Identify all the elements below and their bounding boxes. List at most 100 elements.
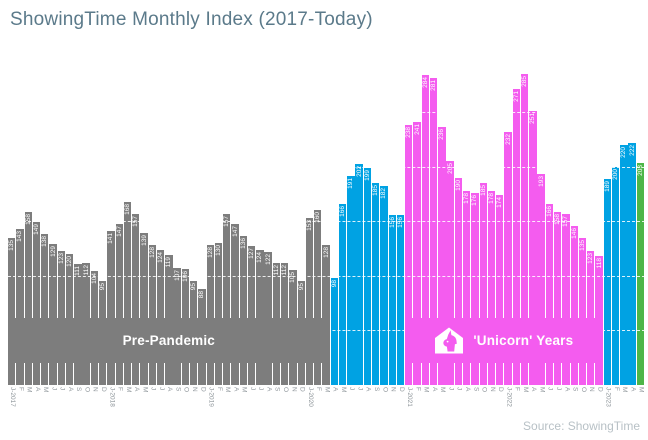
- bar: 241: [413, 122, 421, 385]
- x-axis-label: J: [546, 387, 554, 391]
- bar-value-label: 241: [413, 124, 421, 135]
- bar-value-label: 185: [372, 185, 380, 196]
- x-axis-label: A: [166, 387, 174, 392]
- x-axis-label: M: [25, 387, 33, 393]
- x-axis-label: F: [315, 387, 323, 391]
- bar: 146: [570, 226, 578, 385]
- bar: 128: [206, 245, 214, 385]
- x-axis-label: J-2021: [406, 387, 414, 407]
- bar-value-label: 136: [239, 238, 247, 249]
- bar-value-label: 158: [24, 214, 32, 225]
- bar-value-label: 128: [148, 247, 156, 258]
- bar-value-label: 105: [289, 272, 297, 283]
- x-axis-label: D: [596, 387, 604, 392]
- bar-value-label: 191: [347, 178, 355, 189]
- bar-value-label: 139: [140, 235, 148, 246]
- unicorn-years-label: 'Unicorn' Years: [473, 333, 574, 348]
- x-axis-label: O: [579, 387, 587, 393]
- bar: 251: [529, 111, 537, 385]
- bar: 135: [578, 238, 587, 385]
- bar-value-label: 174: [496, 197, 504, 208]
- bar-value-label: 104: [90, 273, 98, 284]
- x-axis-label: M: [339, 387, 347, 393]
- bar: 124: [156, 250, 165, 385]
- x-axis-label: A: [133, 387, 141, 392]
- x-axis-label: J-2017: [9, 387, 16, 407]
- bar: 158: [24, 212, 32, 385]
- bar-value-label: 190: [454, 180, 462, 191]
- bar-value-label: 127: [248, 248, 256, 259]
- x-axis-label: S: [372, 387, 380, 392]
- bar: 281: [429, 78, 438, 385]
- bar: 136: [239, 236, 248, 385]
- bar: 157: [132, 214, 140, 385]
- x-axis-label: J: [257, 387, 265, 391]
- x-axis-label: J-2023: [604, 387, 612, 407]
- x-axis-label: M: [141, 387, 149, 393]
- bar: 203: [636, 163, 645, 385]
- bar-value-label: 284: [421, 77, 429, 88]
- bar: 124: [256, 250, 264, 385]
- bar-value-label: 111: [74, 266, 82, 276]
- bar: 141: [107, 231, 115, 385]
- x-axis-label: J: [447, 387, 455, 391]
- x-axis-label: A: [265, 387, 273, 392]
- x-axis-label: A: [331, 387, 339, 392]
- x-axis-label: A: [33, 387, 41, 392]
- x-axis-label: J: [455, 387, 463, 391]
- bar: 127: [247, 246, 256, 385]
- bar-value-label: 232: [504, 134, 512, 145]
- bar-value-label: 285: [521, 76, 529, 87]
- bar-value-label: 158: [554, 214, 562, 225]
- bar-value-label: 112: [281, 265, 289, 276]
- bar-value-label: 112: [82, 265, 90, 276]
- bar-value-label: 146: [570, 228, 578, 239]
- bar: 166: [338, 204, 347, 385]
- bar-value-label: 182: [380, 188, 388, 199]
- bar: 153: [305, 218, 314, 385]
- x-axis-label: J: [50, 387, 58, 391]
- x-axis-label: A: [66, 387, 74, 392]
- bar: 168: [123, 202, 132, 385]
- bar: 182: [380, 186, 388, 385]
- bar: 98: [330, 278, 339, 385]
- bar: 176: [471, 193, 479, 385]
- bar-value-label: 205: [446, 163, 454, 174]
- x-axis-label: S: [174, 387, 182, 392]
- x-axis-label: M: [439, 387, 447, 393]
- x-axis-label: F: [215, 387, 223, 391]
- bar-value-label: 124: [256, 252, 264, 263]
- bar: 147: [231, 224, 239, 385]
- x-axis-label: O: [480, 387, 488, 393]
- bar-value-label: 112: [272, 265, 280, 276]
- x-axis-label: N: [488, 387, 496, 392]
- x-axis-label: S: [273, 387, 281, 392]
- bar: 185: [372, 183, 380, 385]
- bar-value-label: 118: [595, 258, 603, 269]
- bar: 147: [115, 224, 123, 385]
- bar-value-label: 185: [479, 185, 487, 196]
- x-axis-label: F: [116, 387, 124, 391]
- bar-value-label: 119: [165, 257, 173, 268]
- x-axis-label: J: [554, 387, 562, 391]
- bar-value-label: 123: [57, 253, 65, 264]
- bar-value-label: 156: [397, 217, 404, 228]
- bar-value-label: 129: [49, 246, 57, 257]
- bar-value-label: 166: [339, 206, 347, 217]
- bar: 158: [554, 212, 562, 385]
- x-axis-label: O: [381, 387, 389, 393]
- x-axis-label: J: [356, 387, 364, 391]
- bar: 138: [41, 234, 49, 385]
- bar: 185: [479, 183, 487, 385]
- bar: 238: [405, 125, 413, 385]
- bar-value-label: 200: [612, 169, 620, 180]
- x-axis-label: J-2022: [505, 387, 513, 407]
- bar-value-label: 147: [115, 226, 123, 237]
- x-axis-label: J: [248, 387, 256, 391]
- x-axis-label: D: [497, 387, 505, 392]
- x-axis-label: M: [637, 387, 645, 393]
- x-axis-label: D: [99, 387, 107, 392]
- bar: 160: [314, 210, 322, 385]
- bar-value-label: 168: [124, 204, 131, 215]
